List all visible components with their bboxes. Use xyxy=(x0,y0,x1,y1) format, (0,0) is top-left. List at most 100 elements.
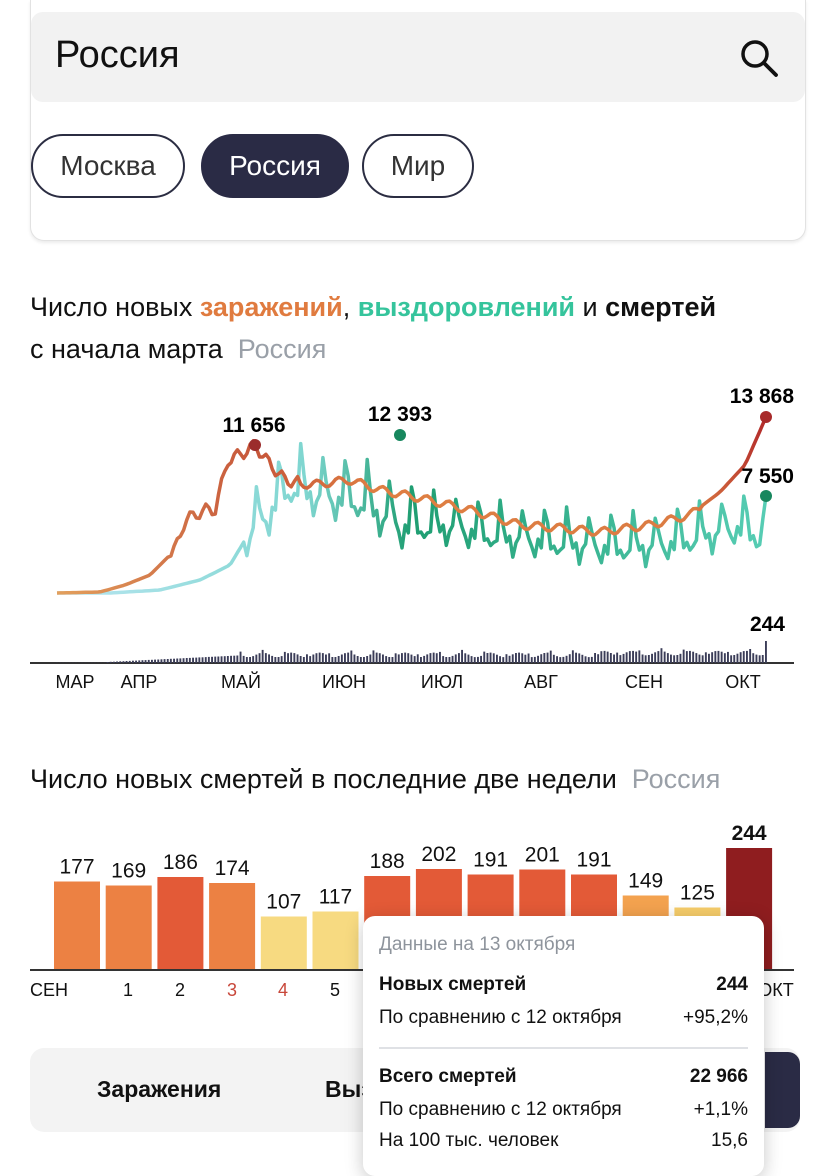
death-bar xyxy=(759,655,761,663)
bar-value-label: 174 xyxy=(215,857,250,880)
recoveries-peak-point xyxy=(394,429,406,441)
death-bar xyxy=(183,658,185,663)
death-bar xyxy=(449,657,451,663)
death-bar xyxy=(762,655,764,663)
death-bar xyxy=(341,655,343,664)
bar-value-label: 188 xyxy=(370,850,405,873)
death-bar xyxy=(575,653,577,663)
chart1-title-and: и xyxy=(575,292,605,322)
bar-value-label: 244 xyxy=(732,822,767,845)
death-bar xyxy=(638,650,640,663)
death-bar xyxy=(176,659,178,664)
death-bar xyxy=(167,659,169,663)
tooltip-compare2-label: По сравнению с 12 октября xyxy=(379,1099,622,1120)
death-bar xyxy=(414,656,416,663)
death-bar xyxy=(407,653,409,663)
death-bar[interactable] xyxy=(54,882,100,971)
tooltip-total-label: Всего смертей xyxy=(379,1066,517,1087)
death-bar xyxy=(436,653,438,663)
death-bar xyxy=(746,651,748,663)
death-bar xyxy=(404,653,406,663)
recoveries-last-label: 7 550 xyxy=(741,465,794,488)
tooltip-per100k-value: 15,6 xyxy=(711,1130,748,1152)
death-bar xyxy=(569,654,571,663)
death-bar xyxy=(711,652,713,663)
death-bar xyxy=(673,655,675,663)
death-bar xyxy=(262,650,264,663)
death-bar xyxy=(303,657,305,663)
chart1-title-recoveries: выздоровлений xyxy=(358,292,575,322)
death-bar xyxy=(430,653,432,663)
bar-value-label: 202 xyxy=(421,843,456,866)
death-bar[interactable] xyxy=(209,883,255,970)
death-bar xyxy=(683,650,685,663)
day-tick: 4 xyxy=(278,980,288,1000)
chip-russia[interactable]: Россия xyxy=(201,134,349,198)
tab-infections[interactable]: Заражения xyxy=(97,1076,221,1103)
death-bar xyxy=(670,655,672,663)
death-bar[interactable] xyxy=(261,917,307,971)
death-bar[interactable] xyxy=(313,912,359,971)
death-bar xyxy=(667,653,669,663)
chart1-title-deaths: смертей xyxy=(605,292,716,322)
death-bar xyxy=(718,651,720,663)
death-bar xyxy=(252,656,254,663)
death-bar xyxy=(243,656,245,663)
death-bar xyxy=(322,653,324,663)
death-bar xyxy=(455,654,457,663)
death-bar xyxy=(420,657,422,663)
chart1-region: Россия xyxy=(238,334,327,364)
death-bar xyxy=(477,657,479,663)
search-input[interactable]: Россия xyxy=(55,34,180,77)
death-bar xyxy=(613,655,615,664)
chart1-subtitle-text: с начала марта xyxy=(30,334,223,364)
death-bar xyxy=(559,657,561,663)
death-bar xyxy=(319,653,321,663)
bar-value-label: 177 xyxy=(59,856,94,879)
death-bar xyxy=(278,657,280,663)
tooltip-divider xyxy=(379,1047,748,1049)
death-bar xyxy=(281,656,283,663)
death-bar xyxy=(138,660,140,663)
day-tick: 1 xyxy=(123,980,133,1000)
chip-world[interactable]: Мир xyxy=(362,134,474,198)
bar-value-label: 191 xyxy=(473,849,508,872)
death-bar xyxy=(331,657,333,663)
chip-moscow[interactable]: Москва xyxy=(31,134,185,198)
death-bar xyxy=(110,662,112,663)
death-bar xyxy=(474,657,476,663)
death-bar xyxy=(509,656,511,663)
bar-value-label: 149 xyxy=(628,870,663,893)
death-bar xyxy=(246,657,248,663)
search-card: Россия Москва Россия Мир xyxy=(30,0,806,241)
death-bar xyxy=(423,656,425,663)
death-bar xyxy=(116,662,118,664)
tab-deaths-active[interactable] xyxy=(765,1052,800,1128)
tooltip-date: Данные на 13 октября xyxy=(379,934,575,956)
death-bar xyxy=(442,656,444,663)
chart2-title: Число новых смертей в последние две неде… xyxy=(30,764,720,795)
death-bar xyxy=(290,653,292,663)
death-bar xyxy=(433,653,435,663)
death-bar xyxy=(487,653,489,663)
search-icon[interactable] xyxy=(739,38,779,78)
tooltip-new-deaths-value: 244 xyxy=(716,974,748,996)
death-bar xyxy=(629,651,631,663)
line-chart[interactable]: 11 656 12 393 13 868 7 550 244 МАР АПР М… xyxy=(0,380,828,700)
search-bar[interactable]: Россия xyxy=(31,12,805,102)
death-bar[interactable] xyxy=(157,877,203,970)
month-tick: АВГ xyxy=(524,672,558,692)
death-bar xyxy=(170,659,172,663)
death-bar[interactable] xyxy=(106,886,152,971)
death-bar xyxy=(566,656,568,663)
death-bar xyxy=(363,657,365,663)
death-bar xyxy=(556,656,558,663)
death-bar xyxy=(657,651,659,663)
death-bar xyxy=(382,655,384,664)
death-bar xyxy=(369,655,371,664)
month-tick: СЕН xyxy=(625,672,663,692)
bar-value-label: 125 xyxy=(680,882,715,905)
death-bar xyxy=(765,641,767,663)
death-bar xyxy=(692,652,694,663)
death-bar xyxy=(360,657,362,663)
